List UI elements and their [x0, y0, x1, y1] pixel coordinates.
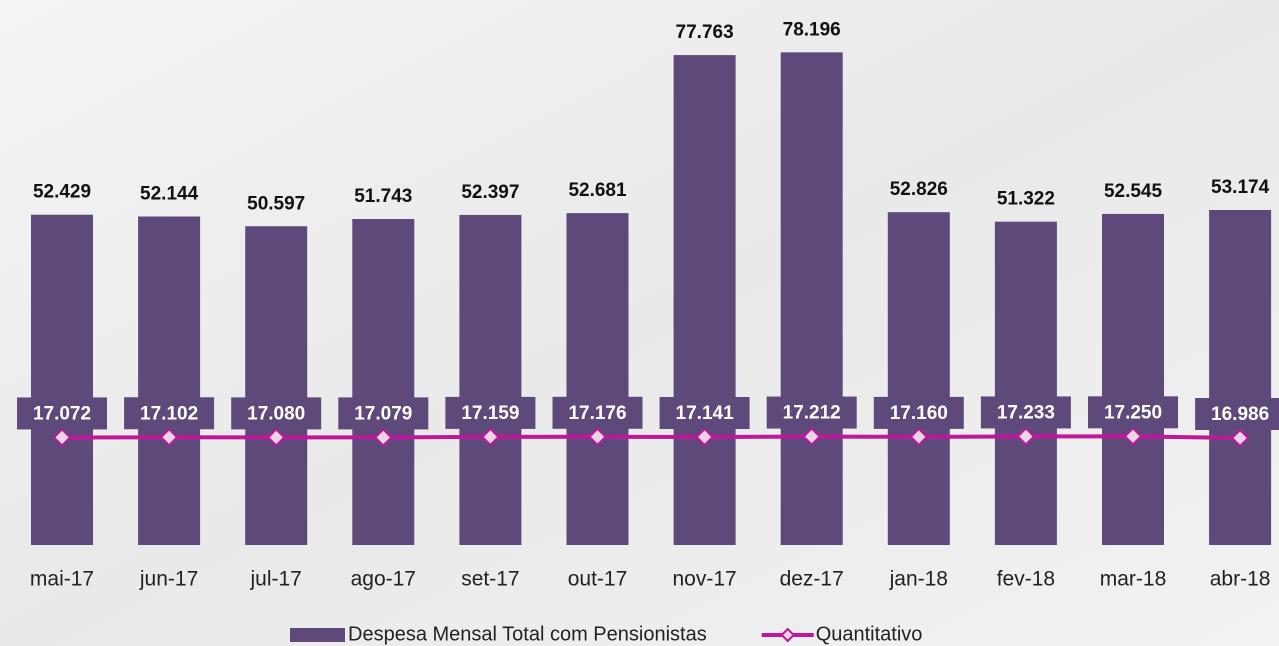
- legend-swatch: [290, 628, 345, 642]
- data-label: 52.397: [461, 182, 519, 203]
- marker: [373, 427, 393, 447]
- data-label-box: [659, 397, 750, 430]
- bar: [31, 214, 93, 545]
- bar: [352, 219, 415, 545]
- data-label-box: [980, 396, 1071, 429]
- data-label-box: [873, 396, 964, 429]
- bar: [780, 52, 843, 545]
- data-label: 52.429: [33, 182, 91, 203]
- data-label: 17.072: [33, 403, 91, 424]
- x-tick-label: out-17: [568, 568, 628, 591]
- bar: [994, 221, 1057, 546]
- bar: [673, 55, 736, 545]
- data-label-box: [338, 397, 429, 430]
- data-label-box: [552, 396, 643, 429]
- data-label: 52.681: [568, 180, 627, 201]
- data-label: 52.545: [1104, 181, 1163, 202]
- data-label: 51.743: [354, 186, 412, 207]
- bar: [887, 212, 950, 545]
- data-label-box: [445, 396, 536, 429]
- bar: [1102, 213, 1164, 546]
- marker: [52, 428, 72, 447]
- bar: [566, 213, 629, 546]
- marker: [1123, 426, 1143, 446]
- data-label: 52.826: [890, 179, 948, 200]
- data-label: 77.763: [676, 22, 734, 43]
- data-label: 53.174: [1211, 177, 1270, 198]
- data-label: 78.196: [783, 19, 841, 40]
- line: [61, 434, 1241, 440]
- data-label: 52.144: [140, 184, 199, 205]
- data-label: 17.176: [568, 403, 626, 424]
- marker: [1230, 428, 1250, 448]
- x-tick-label: mai-17: [30, 568, 94, 591]
- data-label: 51.322: [997, 189, 1055, 210]
- marker: [159, 427, 179, 447]
- data-label-box: [17, 397, 107, 430]
- data-label: 17.233: [997, 402, 1055, 423]
- marker: [480, 427, 500, 447]
- plot-area: mai-17 jun-17 jul-17 ago-17 set-17 out-17 nov-…: [17, 19, 1279, 591]
- data-label-box: [1195, 397, 1279, 430]
- x-tick-label: fev-18: [997, 568, 1055, 591]
- data-label: 17.079: [354, 403, 412, 424]
- marker: [909, 427, 929, 447]
- data-label-box: [766, 396, 857, 429]
- marker: [588, 427, 607, 447]
- x-tick-label: jun-17: [139, 568, 198, 591]
- marker: [1016, 427, 1036, 446]
- x-tick-label: abr-18: [1210, 568, 1271, 591]
- marker: [695, 427, 715, 447]
- x-tick-label: nov-17: [672, 568, 736, 591]
- legend-marker: [780, 627, 796, 643]
- data-label-box: [1088, 396, 1178, 429]
- x-tick-label: set-17: [461, 568, 519, 591]
- data-label: 16.986: [1211, 404, 1269, 425]
- x-tick-label: dez-17: [780, 568, 844, 591]
- bar: [1209, 210, 1272, 546]
- marker: [802, 427, 822, 446]
- data-label: 17.080: [247, 403, 305, 424]
- legend-label: Quantitativo: [816, 623, 923, 645]
- data-label: 17.159: [461, 403, 519, 424]
- legend: Despesa Mensal Total com Pensionistas Qua…: [290, 623, 922, 645]
- x-tick-label: jan-18: [889, 568, 948, 591]
- x-tick-label: jul-17: [250, 568, 302, 591]
- data-label: 17.141: [676, 403, 735, 424]
- data-label: 17.250: [1104, 402, 1162, 423]
- data-label: 17.212: [783, 403, 841, 424]
- bar: [459, 214, 522, 545]
- data-label-box: [124, 397, 215, 430]
- bar: [138, 216, 201, 545]
- bar: [245, 226, 308, 546]
- x-tick-label: ago-17: [351, 568, 416, 591]
- marker: [266, 427, 286, 447]
- data-label: 50.597: [247, 193, 305, 214]
- data-label: 17.102: [140, 403, 198, 424]
- x-tick-label: mar-18: [1100, 568, 1167, 591]
- data-label: 17.160: [890, 403, 948, 424]
- legend-label: Despesa Mensal Total com Pensionistas: [348, 623, 707, 645]
- data-label-box: [231, 397, 322, 430]
